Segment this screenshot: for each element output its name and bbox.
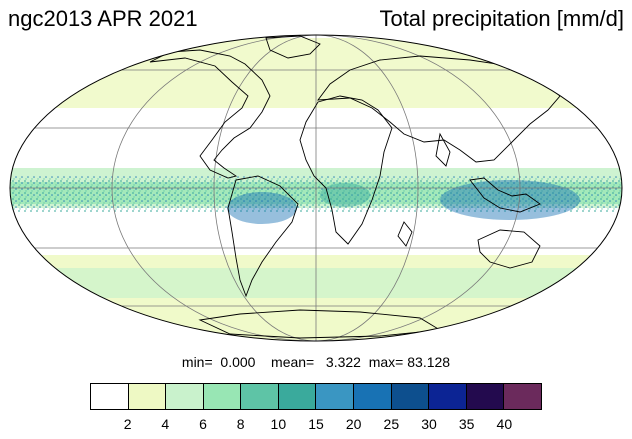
colorbar-segment: [504, 384, 541, 409]
mean-label: mean=: [271, 354, 315, 370]
colorbar: [90, 383, 542, 410]
colorbar-tick-label: 30: [421, 416, 437, 432]
colorbar-segment: [203, 384, 242, 409]
colorbar-segment: [128, 384, 167, 409]
colorbar-segment: [241, 384, 279, 409]
heavy-rain-africa: [320, 183, 370, 207]
graticule: [10, 35, 622, 341]
min-value: 0.000: [220, 354, 256, 370]
stats-line: min= 0.000 mean= 3.322 max= 83.128: [0, 354, 632, 370]
colorbar-segment: [429, 384, 467, 409]
colorbar-tick-label: 20: [345, 416, 362, 432]
dry-zone-s-pacific: [60, 218, 200, 246]
colorbar-tick-label: 8: [236, 416, 245, 432]
mean-value: 3.322: [325, 354, 361, 370]
colorbar-tick-label: 10: [270, 416, 287, 432]
colorbar-tick-label: 40: [496, 416, 513, 432]
min-label: min=: [181, 354, 213, 370]
colorbar-segment: [91, 384, 129, 409]
colorbar-segment: [391, 384, 430, 409]
globe-outline: [9, 34, 623, 342]
colorbar-segment: [166, 384, 204, 409]
colorbar-segment: [354, 384, 392, 409]
colorbar-tick-label: 25: [383, 416, 400, 432]
colorbar-tick-label: 35: [458, 416, 475, 432]
colorbar-ticks: 2 4 6 8 10 15 20 25 30 35 40: [90, 416, 542, 434]
colorbar-tick-label: 6: [199, 416, 207, 432]
colorbar-tick-label: 2: [123, 416, 132, 432]
globe-field: [10, 35, 622, 341]
dry-zone-n-pacific: [15, 136, 175, 164]
heavy-rain-maritime: [440, 180, 580, 220]
colorbar-tick-label: 4: [161, 416, 170, 432]
dry-zone-s-atlantic: [250, 228, 370, 252]
dry-zone-sahara: [290, 136, 410, 164]
colorbar-segment: [278, 384, 317, 409]
max-value: 83.128: [407, 354, 451, 370]
colorbar-segment: [316, 384, 355, 409]
variable-title: Total precipitation [mm/d]: [379, 6, 624, 31]
colorbar-segment: [466, 384, 505, 409]
colorbar-tick-label: 15: [308, 416, 324, 432]
map-title: ngc2013 APR 2021: [8, 6, 198, 31]
heavy-rain-amazon: [227, 192, 297, 224]
max-label: max=: [368, 354, 404, 370]
